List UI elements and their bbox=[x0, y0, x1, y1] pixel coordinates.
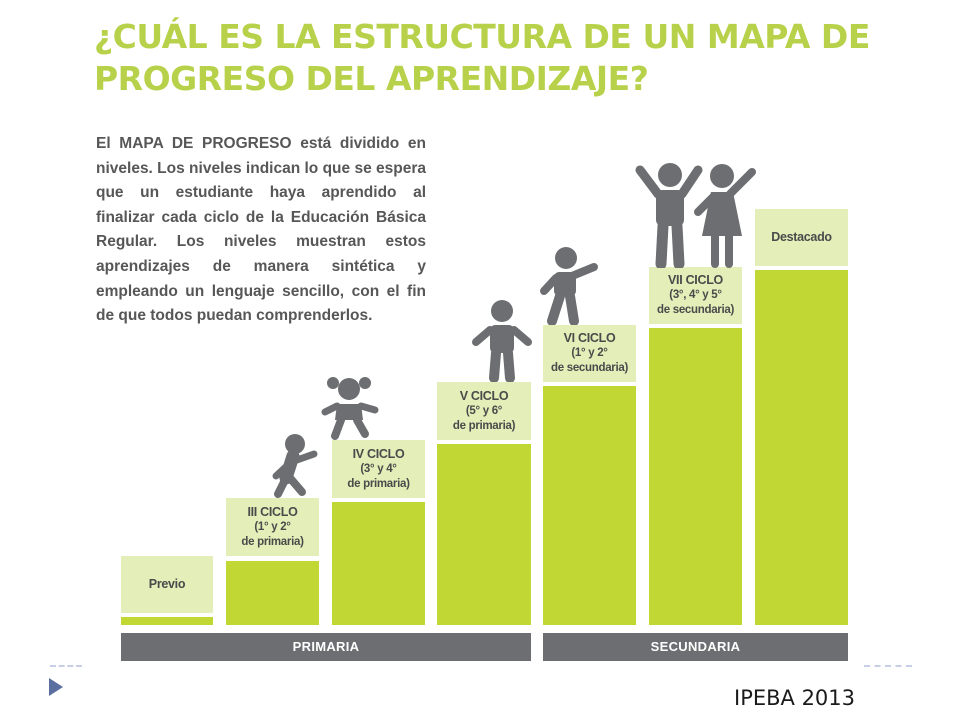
footer-divider-left bbox=[50, 665, 82, 667]
level-bar-v-ciclo bbox=[437, 444, 531, 625]
primaria-band: PRIMARIA bbox=[121, 633, 531, 661]
level-grades: (3° y 4° bbox=[360, 462, 397, 475]
level-stage: de primaria) bbox=[241, 535, 304, 548]
play-arrow-icon[interactable] bbox=[47, 676, 65, 703]
level-grades: (5° y 6° bbox=[465, 404, 503, 417]
secundaria-band: SECUNDARIA bbox=[543, 633, 848, 661]
level-grades: (1° y 2° bbox=[254, 520, 291, 533]
page-title: ¿CUÁL ES LA ESTRUCTURA DE UN MAPA DE PRO… bbox=[94, 17, 870, 98]
level-label-vii-ciclo: VII CICLO (3°, 4° y 5° de secundaria) bbox=[649, 267, 742, 324]
level-title: VII CICLO bbox=[668, 273, 723, 287]
level-stage: de primaria) bbox=[452, 419, 516, 432]
level-bar-destacado bbox=[755, 270, 848, 625]
teen-boy-icon bbox=[634, 160, 704, 268]
level-bar-iii-ciclo bbox=[226, 561, 319, 625]
level-title: Previo bbox=[148, 577, 186, 591]
source-citation: IPEBA 2013 bbox=[734, 686, 856, 710]
level-stage: de primaria) bbox=[347, 477, 410, 490]
level-title: V CICLO bbox=[459, 388, 509, 403]
level-label-destacado: Destacado bbox=[755, 209, 848, 266]
level-grades: (3°, 4° y 5° bbox=[669, 289, 722, 301]
level-label-vi-ciclo: VI CICLO (1° y 2° de secundaria) bbox=[543, 325, 636, 382]
level-title: Destacado bbox=[771, 230, 832, 244]
pointing-child-icon bbox=[536, 245, 600, 325]
level-label-iii-ciclo: III CICLO (1° y 2° de primaria) bbox=[226, 498, 319, 556]
level-bar-vi-ciclo bbox=[543, 386, 636, 625]
intro-paragraph: El MAPA DE PROGRESO está dividido en niv… bbox=[96, 135, 426, 325]
level-title: VI CICLO bbox=[563, 331, 616, 345]
child-icon bbox=[470, 298, 534, 382]
footer-divider-right bbox=[864, 665, 912, 667]
level-label-iv-ciclo: IV CICLO (3° y 4° de primaria) bbox=[332, 440, 425, 498]
level-title: IV CICLO bbox=[352, 446, 405, 461]
level-title: III CICLO bbox=[247, 504, 298, 519]
level-stage: de secundaria) bbox=[551, 362, 628, 374]
toddler-girl-icon bbox=[321, 374, 381, 440]
level-bar-previo bbox=[121, 617, 213, 625]
level-label-previo: Previo bbox=[121, 556, 213, 613]
level-stage: de secundaria) bbox=[657, 304, 734, 316]
level-grades: (1° y 2° bbox=[571, 347, 608, 359]
level-bar-vii-ciclo bbox=[649, 328, 742, 625]
level-label-v-ciclo: V CICLO (5° y 6° de primaria) bbox=[437, 382, 531, 440]
crawling-child-icon bbox=[266, 432, 322, 500]
teen-girl-icon bbox=[690, 160, 760, 268]
level-bar-iv-ciclo bbox=[332, 502, 425, 625]
